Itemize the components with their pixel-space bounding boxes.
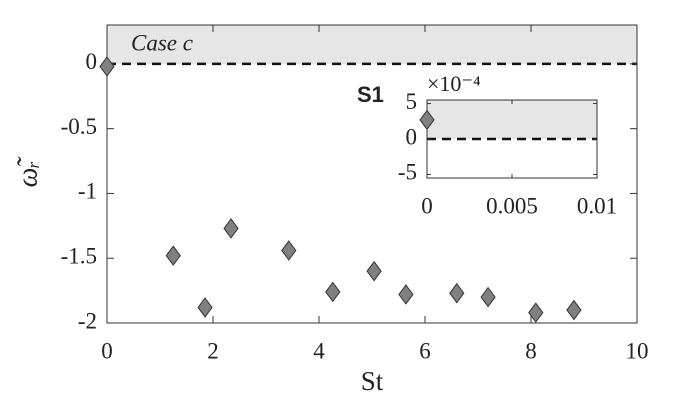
x-tick-label: 6 (419, 338, 431, 363)
x-tick-label: 0.01 (577, 193, 617, 218)
data-point (223, 218, 239, 239)
y-tick-label: 0 (406, 124, 418, 149)
y-multiplier: ×10⁻⁴ (427, 71, 481, 96)
y-tick-label: -0.5 (61, 114, 97, 139)
data-point (281, 240, 297, 261)
x-axis-label: St (361, 366, 384, 396)
data-point (528, 302, 544, 323)
x-tick-label: 0.005 (486, 193, 538, 218)
y-tick-label: 5 (406, 89, 418, 114)
data-point (366, 260, 382, 282)
y-tick-label: 0 (86, 49, 98, 74)
x-tick-label: 2 (207, 338, 219, 363)
data-point (480, 286, 496, 308)
shaded-region (107, 25, 637, 64)
y-tick-label: -5 (398, 160, 417, 185)
x-tick-label: 0 (101, 338, 113, 363)
data-point (325, 281, 341, 303)
axes-box (106, 24, 638, 324)
data-point (419, 109, 435, 131)
inset-title: S1 (357, 82, 384, 107)
y-axis-label: ω̃ᵣ (12, 156, 43, 188)
y-tick-label: -2 (78, 308, 97, 333)
data-point (398, 284, 414, 305)
data-point (197, 297, 213, 318)
annotation: Case c (131, 30, 193, 55)
data-point (566, 299, 582, 321)
x-tick-label: 8 (525, 338, 537, 363)
data-point (449, 282, 465, 304)
x-tick-label: 4 (313, 338, 325, 363)
data-point (99, 56, 115, 77)
y-tick-label: -1 (78, 179, 97, 204)
data-point (165, 245, 181, 266)
y-tick-label: -1.5 (61, 243, 97, 268)
shaded-region (427, 100, 597, 139)
x-tick-label: 10 (626, 338, 649, 363)
axes-box (426, 99, 598, 179)
x-tick-label: 0 (421, 193, 433, 218)
